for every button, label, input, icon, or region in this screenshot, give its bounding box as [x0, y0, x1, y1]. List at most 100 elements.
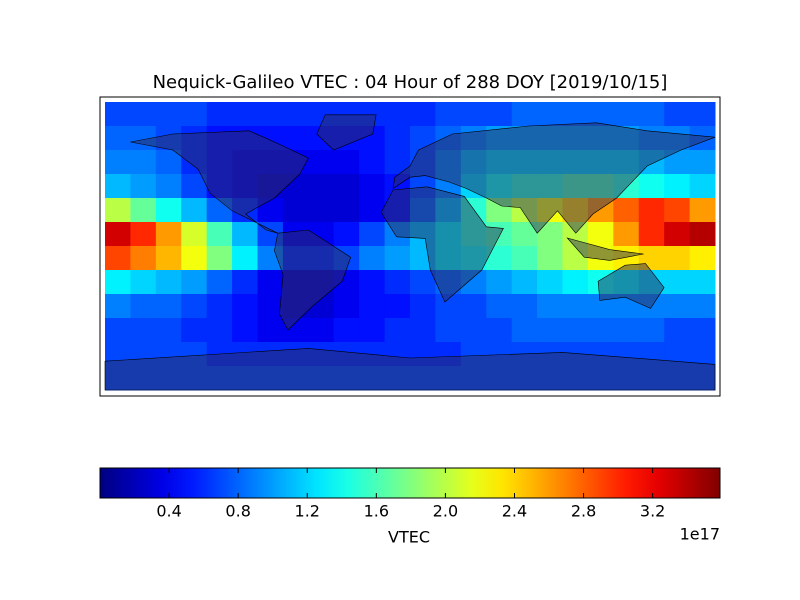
- heat-cell: [333, 198, 360, 223]
- continent: [380, 186, 504, 303]
- heat-cell: [333, 174, 360, 199]
- heat-cell: [410, 102, 436, 127]
- heat-cell: [587, 102, 614, 127]
- heat-cell: [232, 246, 258, 271]
- heat-cell: [562, 294, 589, 319]
- heat-cell: [511, 270, 538, 295]
- heat-cell: [181, 102, 208, 127]
- heat-cell: [664, 318, 691, 343]
- heat-cell: [308, 318, 335, 343]
- heat-cell: [181, 222, 208, 247]
- colorbar-tick-label: 2.8: [571, 502, 596, 521]
- heat-cell: [105, 270, 131, 295]
- heat-cell: [181, 318, 208, 343]
- heat-cell: [333, 150, 360, 175]
- heat-cell: [689, 150, 716, 175]
- continent: [274, 229, 352, 331]
- heat-cell: [613, 222, 640, 247]
- heat-cell: [282, 198, 309, 223]
- heat-cell: [232, 318, 258, 343]
- heat-cell: [613, 318, 640, 343]
- heat-cell: [537, 318, 563, 343]
- colorbar-tick-label: 3.2: [640, 502, 665, 521]
- heat-cell: [130, 102, 157, 127]
- colorbar-tick-label: 2.0: [433, 502, 458, 521]
- heat-cell: [206, 102, 233, 127]
- heat-cell: [486, 294, 513, 319]
- heat-cell: [689, 222, 716, 247]
- heat-cell: [587, 318, 614, 343]
- continent: [104, 348, 716, 391]
- heat-cell: [181, 246, 208, 271]
- colorbar-tick-label: 2.4: [502, 502, 527, 521]
- heat-cell: [105, 246, 131, 271]
- heat-cell: [638, 198, 665, 223]
- continent: [130, 130, 309, 234]
- heat-cell: [206, 294, 233, 319]
- colorbar: [99, 467, 721, 499]
- heat-cell: [232, 294, 258, 319]
- heat-cell: [410, 294, 436, 319]
- heat-cell: [257, 102, 284, 127]
- heat-cell: [257, 294, 284, 319]
- heat-cell: [384, 318, 411, 343]
- heat-cell: [664, 222, 691, 247]
- heat-cell: [181, 198, 208, 223]
- heat-cell: [486, 270, 513, 295]
- heat-cell: [359, 150, 386, 175]
- heat-cell: [359, 270, 386, 295]
- heat-cell: [105, 294, 131, 319]
- heat-cell: [537, 246, 563, 271]
- heat-cell: [155, 174, 182, 199]
- heat-cell: [689, 198, 716, 223]
- heat-cell: [232, 270, 258, 295]
- colorbar-tick-label: 1.2: [295, 502, 320, 521]
- colorbar-tick-label: 0.8: [225, 502, 250, 521]
- heat-cell: [333, 318, 360, 343]
- heat-cell: [359, 294, 386, 319]
- continent: [316, 114, 377, 151]
- heat-cell: [638, 222, 665, 247]
- heat-cell: [410, 270, 436, 295]
- heat-cell: [664, 246, 691, 271]
- heat-cell: [486, 318, 513, 343]
- heat-cell: [587, 222, 614, 247]
- heat-cell: [460, 294, 487, 319]
- continents: [104, 114, 716, 391]
- heat-cell: [155, 318, 182, 343]
- heat-cell: [155, 222, 182, 247]
- heat-cell: [155, 102, 182, 127]
- heat-cell: [664, 294, 691, 319]
- heat-cell: [689, 318, 716, 343]
- heat-cell: [511, 318, 538, 343]
- heat-cell: [155, 294, 182, 319]
- heat-cell: [206, 246, 233, 271]
- heat-cell: [460, 318, 487, 343]
- heat-cell: [308, 150, 335, 175]
- heat-cell: [638, 318, 665, 343]
- heat-cell: [105, 126, 131, 151]
- heat-cell: [511, 102, 538, 127]
- heat-cell: [689, 174, 716, 199]
- heat-cell: [359, 318, 386, 343]
- heat-cell: [384, 102, 411, 127]
- heat-cell: [308, 198, 335, 223]
- heat-cell: [232, 102, 258, 127]
- heat-cell: [308, 174, 335, 199]
- continent: [392, 122, 716, 234]
- continent: [566, 237, 644, 261]
- colorbar-tick-label: 1.6: [364, 502, 389, 521]
- heat-cell: [359, 222, 386, 247]
- heat-cell: [689, 102, 716, 127]
- chart-title: Nequick-Galileo VTEC : 04 Hour of 288 DO…: [153, 72, 668, 93]
- heat-cell: [105, 150, 131, 175]
- heat-cell: [333, 222, 360, 247]
- heat-cell: [257, 318, 284, 343]
- heat-cell: [257, 270, 284, 295]
- heat-cell: [282, 126, 309, 151]
- heat-cell: [181, 270, 208, 295]
- heat-cell: [613, 198, 640, 223]
- heat-cell: [155, 198, 182, 223]
- heat-cell: [689, 294, 716, 319]
- heat-cell: [155, 270, 182, 295]
